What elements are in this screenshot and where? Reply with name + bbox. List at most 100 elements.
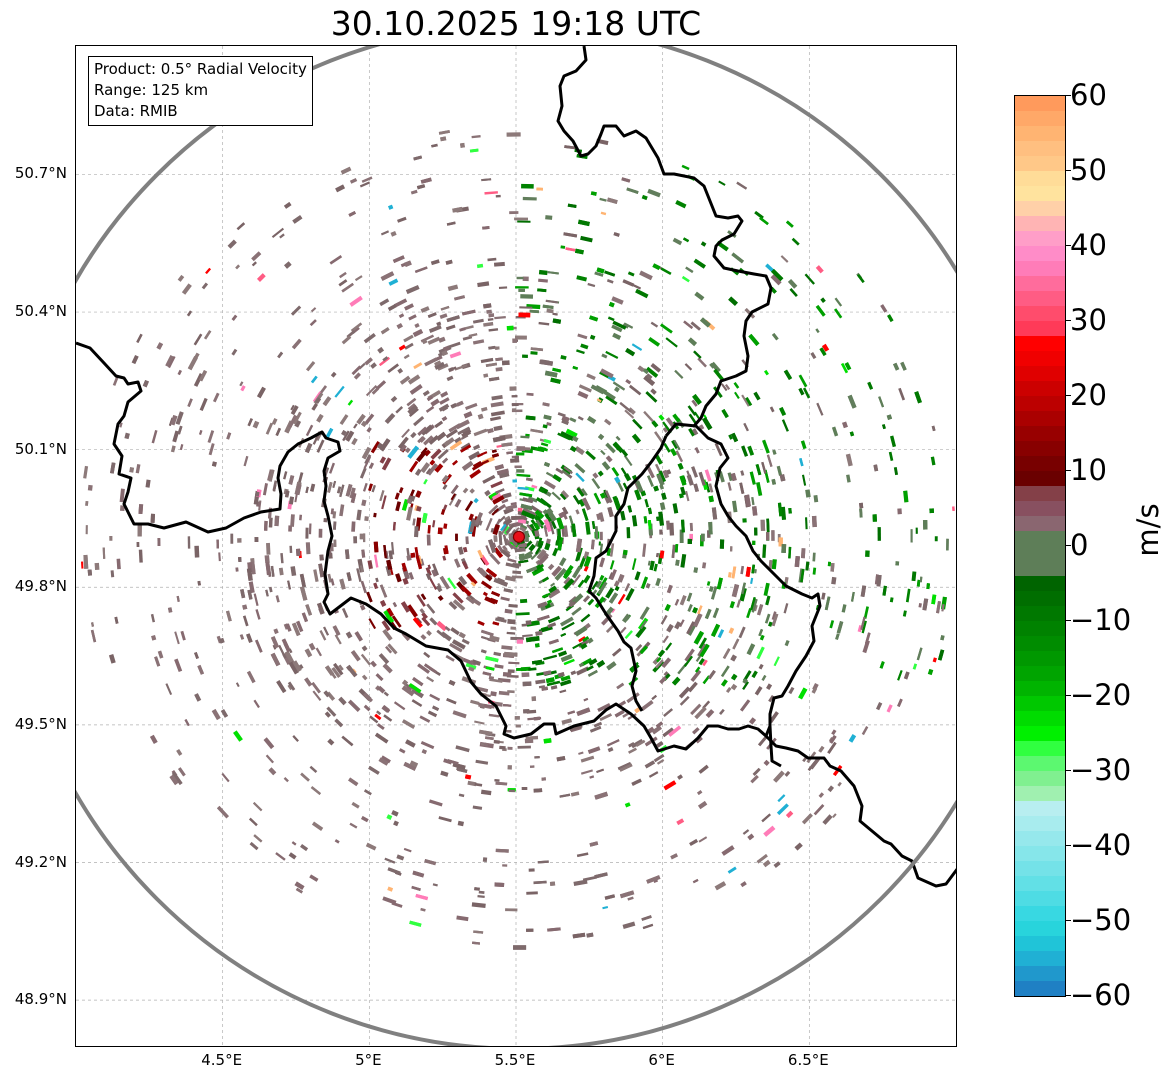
velocity-echo-pixel xyxy=(511,408,517,412)
velocity-echo-pixel xyxy=(422,390,430,397)
radar-map-canvas[interactable] xyxy=(76,46,956,1046)
velocity-echo-pixel xyxy=(297,472,304,486)
velocity-echo-pixel xyxy=(406,547,410,557)
velocity-echo-pixel xyxy=(349,822,358,829)
velocity-echo-pixel xyxy=(415,556,423,570)
velocity-echo-pixel xyxy=(798,387,805,396)
velocity-echo-pixel xyxy=(401,679,409,686)
velocity-echo-pixel xyxy=(511,403,519,407)
velocity-echo-pixel xyxy=(525,735,539,740)
velocity-echo-pixel xyxy=(198,370,208,382)
velocity-echo-pixel xyxy=(546,422,552,427)
velocity-echo-pixel xyxy=(542,424,548,429)
velocity-echo-pixel xyxy=(536,187,543,191)
velocity-echo-pixel xyxy=(370,440,381,454)
velocity-echo-pixel xyxy=(467,780,477,787)
velocity-echo-pixel xyxy=(645,373,653,380)
velocity-echo-pixel xyxy=(605,350,619,359)
colorbar-swatch xyxy=(1015,831,1065,847)
velocity-echo-pixel xyxy=(679,595,687,606)
colorbar-tick-mark xyxy=(1065,545,1071,546)
velocity-echo-pixel xyxy=(460,585,472,597)
velocity-echo-pixel xyxy=(412,870,425,878)
velocity-echo-pixel xyxy=(157,538,161,547)
velocity-echo-pixel xyxy=(461,638,470,645)
velocity-echo-pixel xyxy=(751,598,758,613)
velocity-echo-pixel xyxy=(758,663,764,670)
velocity-echo-pixel xyxy=(522,196,537,201)
velocity-echo-pixel xyxy=(455,745,470,753)
velocity-echo-pixel xyxy=(611,296,624,305)
velocity-echo-pixel xyxy=(404,447,411,454)
velocity-echo-pixel xyxy=(225,610,232,622)
velocity-echo-pixel xyxy=(483,373,489,378)
velocity-echo-pixel xyxy=(802,757,807,763)
velocity-echo-pixel xyxy=(324,711,331,718)
velocity-echo-pixel xyxy=(114,616,119,624)
velocity-echo-pixel xyxy=(763,369,769,376)
velocity-echo-pixel xyxy=(137,524,142,537)
velocity-echo-pixel xyxy=(578,499,585,507)
velocity-echo-pixel xyxy=(596,267,605,274)
velocity-echo-pixel xyxy=(423,479,428,485)
radar-site-marker[interactable] xyxy=(512,530,526,543)
velocity-echo-pixel xyxy=(226,432,232,440)
velocity-echo-pixel xyxy=(918,602,922,608)
velocity-echo-pixel xyxy=(749,471,756,485)
velocity-echo-pixel xyxy=(533,788,543,793)
velocity-echo-pixel xyxy=(932,657,937,663)
velocity-echo-pixel xyxy=(485,666,495,671)
velocity-echo-pixel xyxy=(612,332,622,340)
velocity-echo-pixel xyxy=(385,645,393,654)
colorbar-tick-mark xyxy=(1065,770,1071,771)
velocity-echo-pixel xyxy=(518,559,529,564)
velocity-echo-pixel xyxy=(563,658,575,666)
velocity-echo-pixel xyxy=(405,284,420,295)
velocity-echo-pixel xyxy=(398,313,405,319)
colorbar-tick-mark xyxy=(1065,695,1071,696)
velocity-echo-pixel xyxy=(496,468,510,476)
radar-map-panel[interactable] xyxy=(75,45,957,1047)
velocity-echo-pixel xyxy=(560,354,567,360)
velocity-echo-pixel xyxy=(740,699,751,712)
velocity-echo-pixel xyxy=(886,414,893,420)
velocity-echo-pixel xyxy=(287,681,296,691)
velocity-echo-pixel xyxy=(511,515,525,521)
colorbar-swatch xyxy=(1015,741,1065,757)
velocity-echo-pixel xyxy=(543,518,553,533)
velocity-echo-pixel xyxy=(650,363,661,373)
velocity-echo-pixel xyxy=(614,709,625,718)
velocity-echo-pixel xyxy=(284,490,290,498)
velocity-echo-pixel xyxy=(740,881,747,888)
velocity-echo-pixel xyxy=(434,361,445,370)
velocity-echo-pixel xyxy=(504,518,513,526)
velocity-echo-pixel xyxy=(520,294,534,299)
velocity-echo-pixel xyxy=(873,464,879,472)
velocity-echo-pixel xyxy=(505,504,518,511)
velocity-echo-pixel xyxy=(931,594,937,605)
velocity-echo-pixel xyxy=(599,492,606,499)
velocity-echo-pixel xyxy=(552,547,559,557)
velocity-echo-pixel xyxy=(379,584,388,598)
velocity-echo-pixel xyxy=(420,306,430,313)
velocity-echo-pixel xyxy=(535,447,545,452)
velocity-echo-pixel xyxy=(391,810,399,817)
velocity-echo-pixel xyxy=(288,525,293,532)
velocity-echo-pixel xyxy=(765,595,771,606)
velocity-echo-pixel xyxy=(600,211,607,216)
velocity-echo-pixel xyxy=(429,693,441,702)
colorbar-swatch xyxy=(1015,156,1065,172)
velocity-echo-pixel xyxy=(768,694,775,703)
velocity-echo-pixel xyxy=(327,738,335,746)
velocity-echo-pixel xyxy=(291,622,301,637)
colorbar-swatch xyxy=(1015,906,1065,922)
velocity-echo-pixel xyxy=(517,220,531,223)
velocity-echo-pixel xyxy=(507,765,512,770)
velocity-echo-pixel xyxy=(574,625,588,637)
velocity-echo-pixel xyxy=(902,610,907,617)
velocity-echo-pixel xyxy=(347,399,354,406)
velocity-echo-pixel xyxy=(505,562,520,569)
velocity-echo-pixel xyxy=(583,697,589,702)
velocity-echo-pixel xyxy=(830,562,835,572)
velocity-echo-pixel xyxy=(728,296,738,306)
